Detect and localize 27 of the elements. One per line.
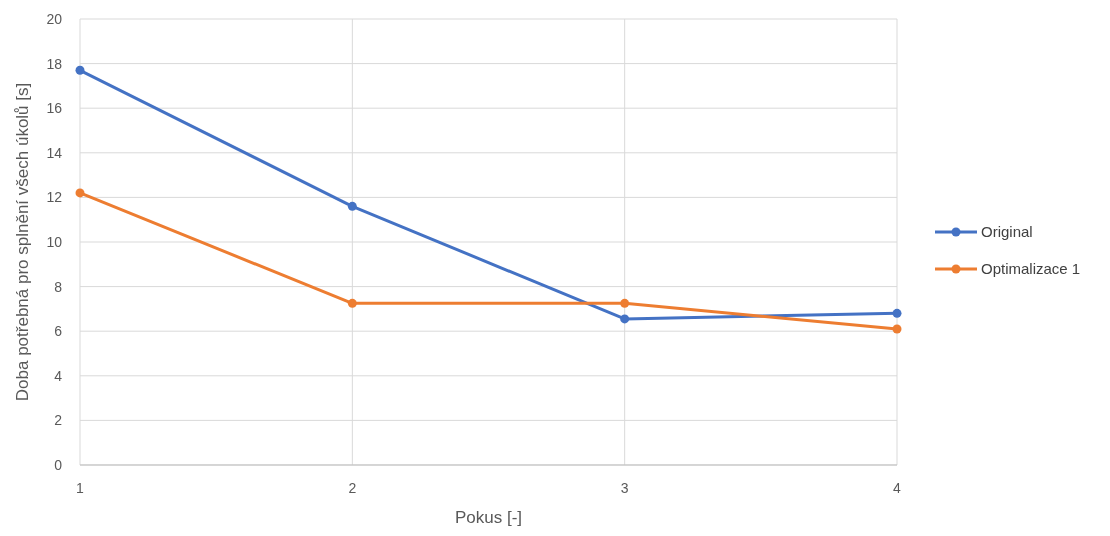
- point: [620, 314, 630, 324]
- point: [75, 188, 85, 198]
- x-tick-label: 1: [76, 480, 85, 496]
- y-tick-label: 16: [46, 100, 63, 117]
- x-tick-label: 4: [893, 480, 902, 496]
- point: [347, 298, 357, 308]
- y-tick-label: 8: [54, 278, 63, 295]
- y-tick-label: 4: [54, 367, 63, 384]
- y-tick-label: 18: [46, 55, 63, 72]
- y-tick-label: 10: [46, 233, 63, 250]
- y-tick-label: 12: [46, 189, 63, 206]
- y-axis-title: Doba potřebná pro splnění všech úkolů [s]: [13, 82, 32, 402]
- point: [892, 324, 902, 334]
- x-tick-label: 2: [348, 480, 357, 496]
- legend-label: Original: [981, 223, 1033, 241]
- y-tick-label: 6: [54, 323, 63, 340]
- x-axis-title: Pokus [-]: [454, 508, 523, 527]
- point: [347, 201, 357, 211]
- y-tick-label: 2: [54, 412, 63, 429]
- point: [892, 308, 902, 318]
- y-tick-label: 20: [46, 10, 63, 27]
- legend-label: Optimalizace 1: [981, 260, 1081, 278]
- y-tick-label: 0: [54, 456, 63, 473]
- point: [620, 298, 630, 308]
- x-tick-label: 3: [620, 480, 629, 496]
- point: [75, 65, 85, 75]
- y-tick-label: 14: [46, 144, 63, 161]
